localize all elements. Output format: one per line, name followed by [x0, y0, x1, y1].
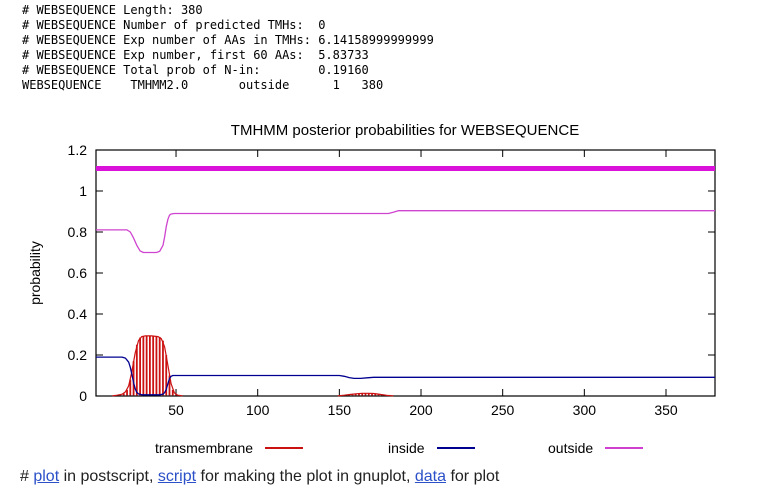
- x-tick-label: 100: [246, 402, 270, 418]
- transmembrane-envelope-curve: [112, 335, 183, 397]
- summary-line: # WEBSEQUENCE Total prob of N-in: 0.1916…: [22, 63, 369, 77]
- x-tick-label: 200: [409, 402, 433, 418]
- y-axis-label: probability: [27, 241, 43, 305]
- y-tick-label: 0: [79, 388, 87, 404]
- x-tick-label: 50: [168, 402, 184, 418]
- y-tick-label: 0.6: [68, 265, 88, 281]
- summary-line: # WEBSEQUENCE Exp number of AAs in TMHs:…: [22, 33, 434, 47]
- y-tick-label: 0.4: [68, 306, 88, 322]
- inside-curve: [96, 356, 715, 396]
- legend-label-outside: outside: [548, 440, 594, 456]
- x-tick-label: 250: [491, 402, 515, 418]
- plot-title: TMHMM posterior probabilities for WEBSEQ…: [231, 122, 579, 139]
- summary-line: # WEBSEQUENCE Exp number, first 60 AAs: …: [22, 48, 369, 62]
- gnuplot-script-link[interactable]: script: [157, 468, 197, 485]
- y-tick-label: 0.8: [68, 224, 88, 240]
- x-tick-label: 150: [328, 402, 352, 418]
- summary-line: WEBSEQUENCE TMHMM2.0 outside 1 380: [22, 78, 384, 92]
- summary-line: # WEBSEQUENCE Number of predicted TMHs: …: [22, 18, 326, 32]
- legend-item-transmembrane: transmembrane: [155, 439, 304, 457]
- x-tick-label: 350: [654, 402, 678, 418]
- plot-data-link[interactable]: data: [414, 468, 447, 485]
- y-tick-label: 1.2: [68, 142, 88, 158]
- plot-frame: [95, 149, 716, 397]
- footer-suffix: for plot: [446, 468, 500, 485]
- download-links-line: # plot in postscript, script for making …: [20, 468, 499, 486]
- x-tick-label: 300: [573, 402, 597, 418]
- footer-text: for making the plot in gnuplot,: [196, 468, 415, 485]
- transmembrane-envelope-2-curve: [337, 392, 394, 397]
- y-tick-label: 0.2: [68, 347, 88, 363]
- summary-line: # WEBSEQUENCE Length: 380: [22, 3, 203, 17]
- legend-label-inside: inside: [388, 440, 425, 456]
- tmhmm-probability-plot: TMHMM posterior probabilities for WEBSEQ…: [27, 122, 716, 418]
- outside-line-swatch: [605, 447, 644, 449]
- sequence-summary-block: # WEBSEQUENCE Length: 380 # WEBSEQUENCE …: [22, 3, 434, 93]
- footer-prefix: #: [20, 468, 34, 485]
- legend-label-transmembrane: transmembrane: [155, 440, 254, 456]
- plot-postscript-link[interactable]: plot: [33, 468, 60, 485]
- legend-item-outside: outside: [548, 439, 644, 457]
- outside-curve: [96, 210, 715, 254]
- footer-text: in postscript,: [59, 468, 158, 485]
- transmembrane-line-swatch: [265, 447, 304, 449]
- legend-item-inside: inside: [388, 439, 475, 457]
- inside-line-swatch: [436, 447, 475, 449]
- y-tick-label: 1: [79, 183, 87, 199]
- plot-legend: transmembrane inside outside: [0, 439, 776, 459]
